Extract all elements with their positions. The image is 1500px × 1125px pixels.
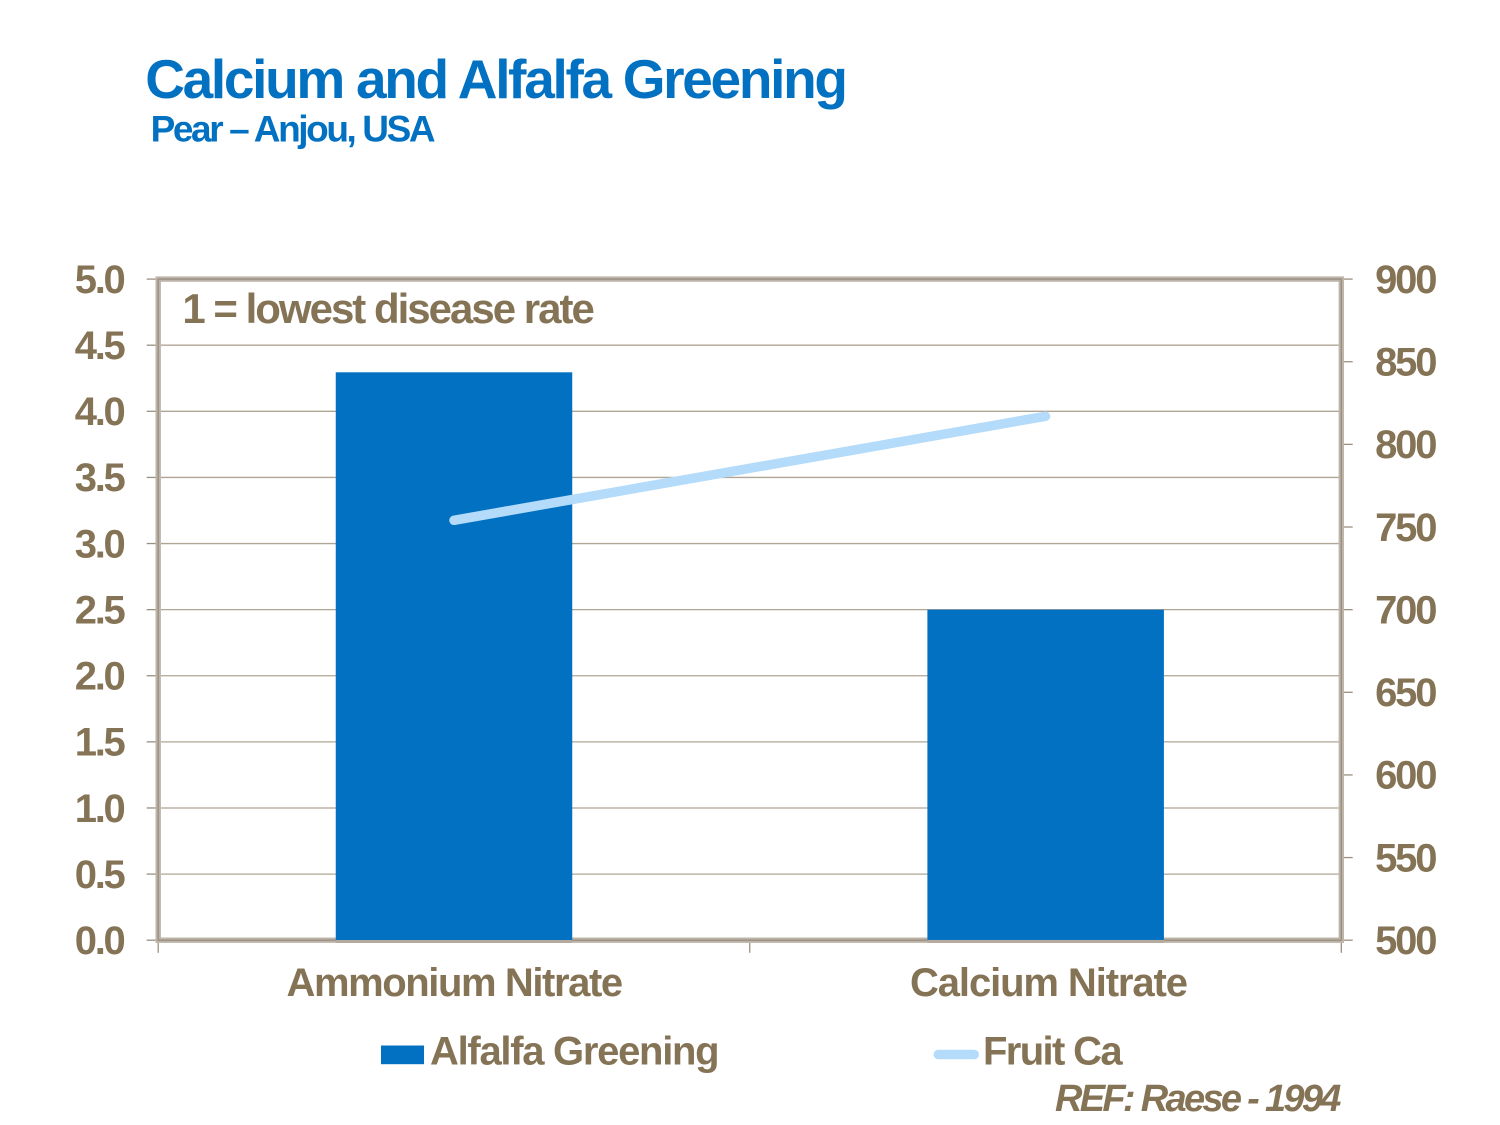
- svg-text:REF: Raese - 1994: REF: Raese - 1994: [1055, 1078, 1341, 1120]
- svg-text:1 = lowest disease rate: 1 = lowest disease rate: [182, 285, 594, 332]
- svg-text:550: 550: [1375, 836, 1437, 880]
- svg-text:2.5: 2.5: [75, 589, 126, 633]
- svg-text:2.0: 2.0: [75, 655, 126, 699]
- svg-text:Ammonium Nitrate: Ammonium Nitrate: [287, 961, 624, 1005]
- svg-text:Calcium and Alfalfa Greening: Calcium and Alfalfa Greening: [145, 48, 848, 110]
- svg-text:0.5: 0.5: [75, 853, 126, 897]
- svg-text:650: 650: [1375, 671, 1437, 715]
- svg-text:Pear – Anjou, USA: Pear – Anjou, USA: [151, 109, 436, 150]
- svg-text:900: 900: [1375, 258, 1437, 302]
- svg-text:700: 700: [1375, 589, 1437, 633]
- svg-text:500: 500: [1375, 919, 1437, 963]
- svg-text:5.0: 5.0: [75, 258, 126, 302]
- svg-text:800: 800: [1375, 423, 1437, 467]
- svg-text:0.0: 0.0: [75, 919, 126, 963]
- svg-text:Fruit Ca: Fruit Ca: [983, 1030, 1123, 1074]
- svg-text:750: 750: [1375, 506, 1437, 550]
- svg-text:Alfalfa Greening: Alfalfa Greening: [430, 1030, 720, 1074]
- svg-text:4.0: 4.0: [75, 390, 126, 434]
- svg-text:850: 850: [1375, 341, 1437, 385]
- svg-text:600: 600: [1375, 754, 1437, 798]
- svg-text:1.5: 1.5: [75, 721, 126, 765]
- svg-text:3.5: 3.5: [75, 456, 126, 500]
- svg-text:Calcium Nitrate: Calcium Nitrate: [910, 961, 1188, 1005]
- svg-text:1.0: 1.0: [75, 787, 126, 831]
- svg-text:3.0: 3.0: [75, 522, 126, 566]
- svg-text:4.5: 4.5: [75, 324, 126, 368]
